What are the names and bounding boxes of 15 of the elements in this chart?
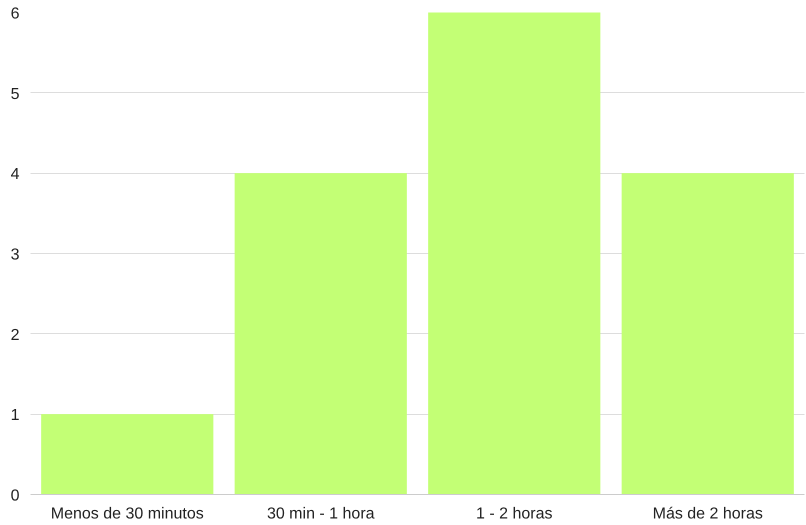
bar: [234, 173, 407, 494]
x-tick-label: Menos de 30 minutos: [50, 506, 204, 522]
y-tick-label: 4: [10, 166, 20, 184]
bar: [41, 414, 214, 494]
y-tick-label: 2: [10, 326, 20, 344]
y-tick-label: 3: [10, 246, 20, 264]
x-tick-label: 30 min - 1 hora: [266, 506, 375, 522]
bar: [428, 12, 600, 494]
y-tick-label: 1: [10, 407, 20, 424]
y-tick-label: 0: [10, 488, 20, 504]
y-tick-label: 5: [10, 86, 20, 103]
y-tick-label: 6: [10, 6, 20, 22]
x-tick-label: 1 - 2 horas: [476, 506, 552, 522]
bar: [622, 173, 794, 494]
x-tick-label: Más de 2 horas: [652, 506, 763, 522]
